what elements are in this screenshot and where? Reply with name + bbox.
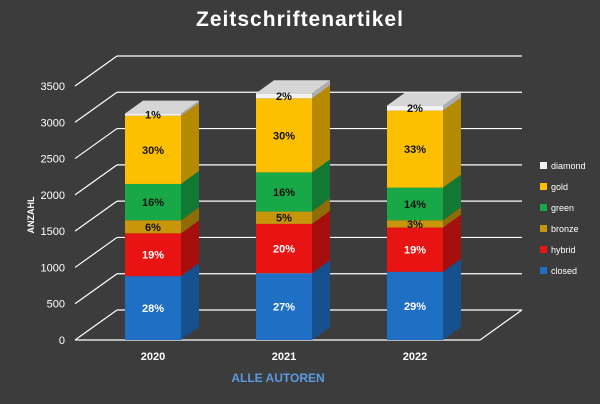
bar-2020-gold [125, 115, 181, 184]
bar-side-2021-hybrid [312, 210, 330, 274]
legend-label-bronze: bronze [551, 224, 579, 234]
bar-side-2022-diamond [443, 92, 461, 111]
bar-side-2022-closed [443, 258, 461, 340]
bar-2021-gold [256, 98, 312, 173]
bar-2021-closed [256, 273, 312, 340]
bar-2022-green [387, 187, 443, 221]
bar-2020-green [125, 183, 181, 221]
data-label-2021-bronze: 5% [276, 213, 292, 225]
bar-2022-diamond [387, 105, 443, 111]
bar-2022-closed [387, 271, 443, 340]
bar-side-2020-bronze [181, 207, 199, 234]
legend-label-gold: gold [551, 182, 568, 192]
data-label-2022-green: 14% [404, 199, 426, 211]
bar-side-2021-diamond [312, 80, 330, 99]
y-tick-label-3000: 3000 [41, 117, 65, 129]
bar-top-2022 [387, 92, 461, 106]
bar-side-2021-gold [312, 85, 330, 173]
bar-2020-closed [125, 276, 181, 340]
x-tick-label-2022: 2022 [403, 351, 427, 363]
y-axis-label: ANZAHL [26, 196, 36, 233]
bar-side-2020-gold [181, 102, 199, 184]
bar-side-2022-green [443, 174, 461, 221]
legend-swatch-green [540, 204, 547, 211]
bar-side-2020-green [181, 170, 199, 221]
x-tick-label-2020: 2020 [141, 351, 165, 363]
legend-label-closed: closed [551, 266, 577, 276]
gridline-diagonal-3000 [74, 91, 118, 123]
data-label-2021-closed: 27% [273, 302, 295, 314]
data-label-2022-bronze: 3% [407, 219, 423, 231]
bar-side-2022-hybrid [443, 214, 461, 272]
bar-2021-green [256, 172, 312, 212]
legend-swatch-bronze [540, 225, 547, 232]
data-label-2022-closed: 29% [404, 301, 426, 313]
chart-title: Zeitschriftenartikel [196, 8, 404, 31]
bar-2020-hybrid [125, 233, 181, 277]
bar-top-2020 [125, 100, 199, 114]
bar-side-2020-hybrid [181, 220, 199, 277]
data-label-2021-diamond: 2% [276, 91, 292, 103]
data-label-2020-bronze: 6% [145, 222, 161, 234]
y-tick-label-500: 500 [47, 299, 65, 311]
bar-2022-gold [387, 110, 443, 188]
bar-side-2022-gold [443, 97, 461, 188]
gridline-diagonal-2000 [74, 164, 118, 196]
bar-2020-bronze [125, 220, 181, 234]
bar-2021-hybrid [256, 223, 312, 274]
bar-side-2021-closed [312, 260, 330, 340]
data-label-2022-hybrid: 19% [404, 245, 426, 257]
y-tick-label-3500: 3500 [41, 81, 65, 93]
data-label-2022-diamond: 2% [407, 103, 423, 115]
bar-side-2020-diamond [181, 100, 199, 116]
data-label-2021-gold: 30% [273, 130, 295, 142]
legend-label-green: green [551, 203, 574, 213]
y-tick-label-1000: 1000 [41, 262, 65, 274]
data-label-2021-hybrid: 20% [273, 244, 295, 256]
gridline-diagonal-2500 [74, 128, 118, 160]
legend-swatch-hybrid [540, 246, 547, 253]
data-label-2020-closed: 28% [142, 303, 164, 315]
bar-top-2021 [256, 80, 330, 94]
data-label-2020-green: 16% [142, 197, 164, 209]
y-tick-label-2500: 2500 [41, 154, 65, 166]
gridline-diagonal-500 [74, 273, 118, 305]
bar-side-2022-bronze [443, 207, 461, 228]
data-label-2022-gold: 33% [404, 144, 426, 156]
y-tick-label-2000: 2000 [41, 190, 65, 202]
legend-label-hybrid: hybrid [551, 245, 576, 255]
data-label-2020-diamond: 1% [145, 110, 161, 122]
legend-label-diamond: diamond [551, 161, 586, 171]
data-label-2020-hybrid: 19% [142, 250, 164, 262]
y-tick-label-1500: 1500 [41, 226, 65, 238]
x-axis-label: ALLE AUTOREN [231, 371, 324, 385]
data-label-2021-green: 16% [273, 187, 295, 199]
x-tick-label-2021: 2021 [272, 351, 296, 363]
bar-2021-bronze [256, 211, 312, 224]
bar-2021-diamond [256, 93, 312, 99]
data-label-2020-gold: 30% [142, 145, 164, 157]
gridline-diagonal-0 [74, 309, 118, 341]
gridline-diagonal-3500 [74, 55, 118, 87]
gridline-diagonal-1000 [74, 236, 118, 268]
legend-swatch-closed [540, 267, 547, 274]
legend-swatch-gold [540, 183, 547, 190]
bar-side-2021-bronze [312, 198, 330, 224]
bar-side-2021-green [312, 159, 330, 212]
bar-2022-bronze [387, 220, 443, 228]
floor-right-edge [479, 309, 523, 341]
bar-side-2020-closed [181, 263, 199, 340]
bar-2020-diamond [125, 113, 181, 116]
y-tick-label-0: 0 [59, 335, 65, 347]
gridline-diagonal-1500 [74, 200, 118, 232]
legend-swatch-diamond [540, 162, 547, 169]
bar-2022-hybrid [387, 227, 443, 272]
